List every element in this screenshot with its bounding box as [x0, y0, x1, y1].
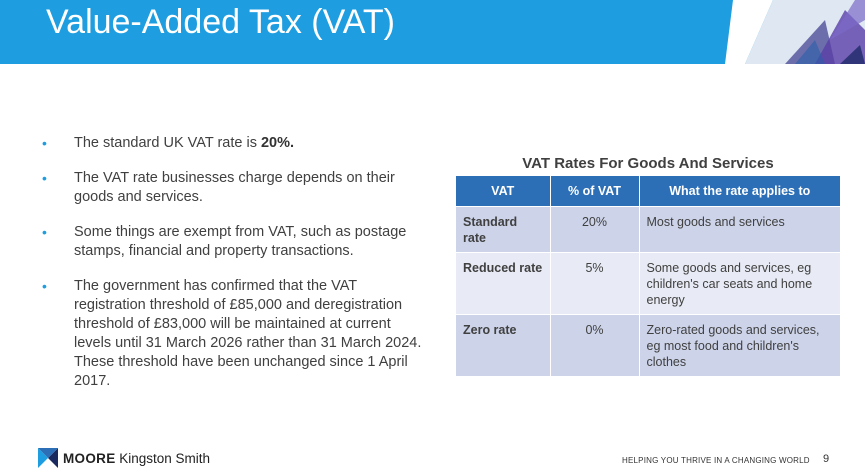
- rate-applies: Most goods and services: [639, 206, 840, 253]
- column-header: VAT: [456, 176, 551, 207]
- decorative-graphic: [725, 0, 865, 64]
- bullet-item: The standard UK VAT rate is 20%.: [40, 134, 430, 153]
- rate-name: Standard rate: [456, 206, 551, 253]
- table-row: Reduced rate 5% Some goods and services,…: [456, 252, 840, 315]
- rate-applies: Some goods and services, eg children's c…: [639, 252, 840, 315]
- page-number: 9: [823, 453, 830, 465]
- company-name: MOORE Kingston Smith: [63, 450, 211, 466]
- rate-percent: 0%: [550, 314, 640, 376]
- rate-name: Reduced rate: [456, 252, 551, 315]
- moore-logo-icon: [38, 448, 58, 468]
- rate-percent: 20%: [550, 206, 640, 253]
- column-header: What the rate applies to: [639, 176, 840, 207]
- table-header-row: VAT % of VAT What the rate applies to: [456, 176, 840, 207]
- footer-tagline: HELPING YOU THRIVE IN A CHANGING WORLD: [622, 456, 810, 465]
- vat-rates-table: VAT % of VAT What the rate applies to St…: [456, 176, 840, 376]
- table-row: Zero rate 0% Zero-rated goods and servic…: [456, 314, 840, 376]
- bullet-item: The government has confirmed that the VA…: [40, 277, 430, 391]
- bullet-item: Some things are exempt from VAT, such as…: [40, 223, 430, 261]
- rate-name: Zero rate: [456, 314, 551, 376]
- header-banner: Value-Added Tax (VAT): [0, 0, 865, 64]
- company-logo: MOORE Kingston Smith: [38, 448, 210, 468]
- rate-percent: 5%: [550, 252, 640, 315]
- bullet-list: The standard UK VAT rate is 20%. The VAT…: [40, 134, 430, 407]
- page-title: Value-Added Tax (VAT): [46, 3, 395, 41]
- bullet-item: The VAT rate businesses charge depends o…: [40, 169, 430, 207]
- table-row: Standard rate 20% Most goods and service…: [456, 206, 840, 253]
- table-title: VAT Rates For Goods And Services: [522, 155, 774, 172]
- rate-applies: Zero-rated goods and services, eg most f…: [639, 314, 840, 376]
- column-header: % of VAT: [550, 176, 640, 207]
